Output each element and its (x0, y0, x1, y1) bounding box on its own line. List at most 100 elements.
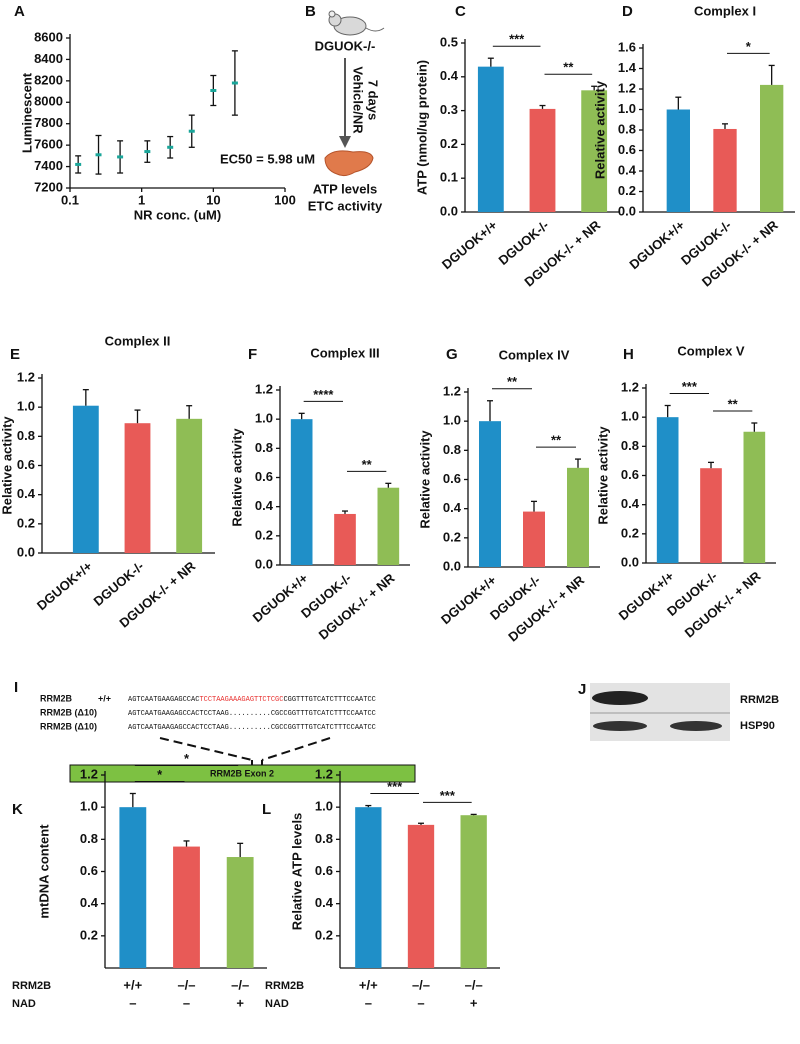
y-tick-label: 0.6 (621, 467, 639, 482)
chart-title: Complex I (694, 3, 756, 18)
x-tick-label: DGUOK+/+ (616, 568, 677, 623)
significance-label: ** (507, 374, 518, 389)
y-tick-label: 0.2 (621, 525, 639, 540)
panel-letter: A (14, 3, 25, 20)
y-tick-label: 0.8 (315, 831, 333, 846)
liver-icon (324, 150, 374, 177)
band-label: HSP90 (740, 720, 775, 732)
significance-label: * (157, 767, 163, 782)
x-tick-label: DGUOK-/- + NR (682, 568, 764, 640)
bar (355, 807, 382, 968)
y-tick-label: 0.8 (618, 121, 636, 136)
x-tick-label: DGUOK+/+ (250, 570, 311, 625)
condition-label: –/– (177, 977, 195, 992)
western-blot: J RRM2B HSP90 (578, 681, 779, 741)
y-tick-label: 0.5 (440, 34, 458, 49)
y-axis-label: Relative activity (595, 426, 610, 525)
condition-label: + (470, 995, 478, 1010)
y-tick-label: 1.2 (80, 766, 98, 781)
bar (226, 857, 254, 968)
y-axis-label: Relative activity (592, 80, 607, 179)
y-tick-label: 1.2 (621, 379, 639, 394)
bar (290, 419, 313, 565)
bar (666, 109, 690, 212)
blot-band (593, 721, 647, 731)
y-tick-label: 1.2 (17, 369, 35, 384)
bar (460, 815, 487, 968)
y-tick-label: 0.3 (440, 102, 458, 117)
y-tick-label: 1.6 (618, 39, 636, 54)
bar (567, 467, 589, 567)
condition-name: NAD (265, 998, 289, 1010)
y-tick-label: 0.1 (440, 170, 458, 185)
significance-label: *** (509, 32, 525, 47)
panel-letter: G (446, 346, 458, 363)
x-tick-label: DGUOK+/+ (438, 572, 499, 627)
y-axis-label: Luminescent (19, 72, 34, 153)
bar (523, 511, 545, 567)
chart-title: Complex V (677, 343, 745, 358)
y-axis-label: Relative ATP levels (289, 813, 304, 931)
x-tick-label: 10 (206, 192, 220, 207)
point (167, 145, 174, 149)
y-tick-label: 1.4 (618, 60, 637, 75)
condition-label: –/– (465, 977, 483, 992)
sequence-part: AGTCAATGAAGAGCCAC (128, 696, 199, 704)
point (231, 81, 238, 85)
y-tick-label: 1.0 (621, 409, 639, 424)
y-axis-label: Relative activity (417, 430, 432, 529)
y-tick-label: 0.8 (443, 442, 461, 457)
bar (477, 66, 504, 212)
condition-label: – (129, 995, 136, 1010)
bar (72, 405, 99, 553)
y-tick-label: 1.0 (443, 413, 461, 428)
y-tick-label: 0.2 (443, 529, 461, 544)
y-tick-label: 0.4 (17, 486, 36, 501)
y-tick-label: 0.2 (315, 927, 333, 942)
panel-letter: E (10, 346, 20, 363)
point (144, 150, 151, 154)
y-tick-label: 0.0 (443, 558, 461, 573)
bar (656, 417, 679, 563)
bar (334, 513, 356, 565)
condition-name: NAD (12, 998, 36, 1010)
y-tick-label: 0.2 (255, 527, 273, 542)
significance-label: **** (313, 387, 334, 402)
deleted-sequence: TCCTAAGAAAGAGTTCTCGC (199, 696, 283, 704)
condition-label: + (236, 995, 244, 1010)
band-label: RRM2B (740, 694, 779, 706)
condition-name: RRM2B (265, 980, 304, 992)
arrow-head (339, 136, 351, 148)
bar (124, 423, 151, 553)
panel-letter: K (12, 801, 23, 818)
y-tick-label: 7800 (34, 115, 63, 130)
readout-label: ATP levels (313, 181, 378, 196)
y-tick-label: 0.6 (315, 863, 333, 878)
y-tick-label: 0.6 (443, 471, 461, 486)
y-tick-label: 0.2 (80, 927, 98, 942)
significance-label: * (184, 751, 190, 766)
condition-label: – (365, 995, 372, 1010)
sequence-alignment: I RRM2B +/+ AGTCAATGAAGAGCCACTCCTAAGAAAG… (14, 679, 416, 783)
sequence-part: AGTCAATGAAGAGCCACTCCTAAG..........CGCCGG… (128, 724, 376, 732)
blot-band (670, 721, 722, 731)
y-tick-label: 1.0 (255, 411, 273, 426)
x-tick-label: 1 (138, 192, 145, 207)
bar (760, 84, 784, 212)
bar (173, 846, 200, 968)
y-tick-label: 0.2 (440, 136, 458, 151)
x-tick-label: DGUOK+/+ (626, 217, 687, 272)
significance-label: ** (551, 433, 562, 448)
sequence-part: CGGTTTGTCATCTTTCCAATCC (283, 696, 375, 704)
y-tick-label: 7200 (34, 179, 63, 194)
chart-title: Complex IV (499, 347, 570, 362)
x-tick-label: 100 (274, 192, 296, 207)
model-label: DGUOK-/- (315, 38, 376, 53)
y-tick-label: 0.4 (440, 68, 459, 83)
condition-label: +/+ (359, 977, 378, 992)
y-tick-label: 8200 (34, 72, 63, 87)
bar (529, 108, 556, 212)
blot-band (592, 691, 648, 705)
treatment-label: Vehicle/NR (351, 66, 366, 134)
condition-label: +/+ (123, 977, 142, 992)
